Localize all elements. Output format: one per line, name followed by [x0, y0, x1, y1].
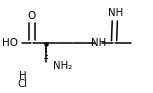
Text: NH: NH — [91, 38, 106, 48]
Text: NH: NH — [108, 8, 123, 18]
Text: Cl: Cl — [18, 79, 28, 89]
Text: HO: HO — [2, 38, 18, 48]
Text: O: O — [28, 11, 36, 21]
Text: NH₂: NH₂ — [52, 61, 72, 72]
Text: H: H — [19, 71, 26, 81]
